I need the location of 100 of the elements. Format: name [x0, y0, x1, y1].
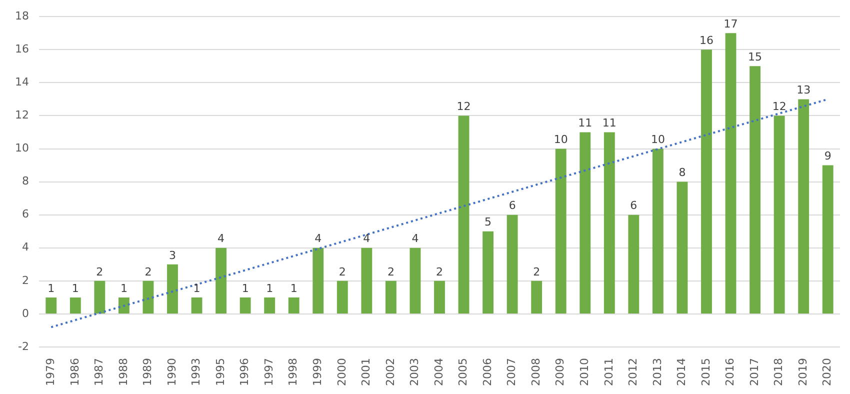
- x-tick-label: 2011: [602, 358, 616, 386]
- x-tick-label: 2014: [675, 358, 688, 386]
- bar: [701, 50, 712, 314]
- bar: [506, 214, 518, 314]
- x-tick-label: 2008: [529, 358, 542, 386]
- data-label: 4: [363, 232, 370, 246]
- data-label: 4: [218, 232, 225, 246]
- data-label: 5: [484, 216, 492, 229]
- bar: [604, 132, 615, 314]
- bar: [580, 132, 591, 314]
- x-tick-label: 1996: [238, 358, 252, 386]
- x-tick-label: 2009: [554, 358, 567, 386]
- data-label: 6: [630, 199, 638, 212]
- x-tick-label: 2017: [748, 358, 761, 386]
- x-tick-label: 1990: [165, 358, 178, 386]
- x-tick-label: 2000: [335, 358, 348, 386]
- data-label: 1: [266, 282, 274, 295]
- data-label: 17: [724, 17, 738, 30]
- bar: [264, 297, 276, 314]
- bar: [822, 165, 834, 314]
- bar: [118, 297, 130, 314]
- x-tick-label: 2002: [384, 358, 397, 386]
- data-label: 2: [436, 265, 443, 278]
- bar: [482, 231, 494, 314]
- bar: [628, 214, 640, 314]
- data-label: 11: [578, 116, 592, 130]
- bar: [191, 297, 202, 314]
- data-label: 15: [748, 50, 762, 64]
- data-label: 8: [678, 166, 686, 180]
- bar: [46, 297, 57, 314]
- x-tick-label: 1979: [44, 358, 57, 386]
- bar: [750, 66, 761, 314]
- data-label: 1: [193, 282, 200, 295]
- data-label: 2: [96, 265, 104, 278]
- x-tick-label: 1997: [262, 358, 276, 386]
- data-label: 12: [772, 100, 786, 114]
- data-label: 6: [508, 199, 516, 212]
- x-tick-label: 2003: [408, 358, 422, 386]
- bar: [361, 248, 372, 314]
- bar: [798, 99, 810, 314]
- x-tick-label: 2020: [820, 358, 834, 386]
- x-tick-label: 2004: [432, 358, 446, 386]
- bar: [70, 297, 81, 314]
- bar: [216, 248, 227, 314]
- data-label: 12: [456, 100, 471, 114]
- y-tick-label: 14: [14, 76, 29, 89]
- bar: [555, 148, 566, 314]
- x-tick-label: 2018: [772, 358, 786, 386]
- y-tick-label: -2: [18, 340, 29, 353]
- data-label: 2: [533, 265, 540, 278]
- x-tick-label: 1995: [214, 358, 227, 386]
- x-tick-label: 1987: [92, 358, 106, 386]
- x-tick-label: 2001: [360, 358, 373, 386]
- x-tick-label: 1998: [286, 358, 300, 386]
- x-tick-label: 2019: [796, 358, 810, 386]
- data-label: 1: [48, 282, 55, 295]
- bar: [240, 297, 251, 314]
- data-label: 1: [72, 282, 79, 295]
- data-label: 11: [602, 116, 616, 130]
- x-tick-label: 2007: [505, 358, 518, 386]
- data-label: 10: [650, 133, 665, 146]
- bar: [385, 280, 396, 314]
- data-label: 1: [120, 282, 128, 295]
- x-tick-label: 2010: [578, 358, 591, 386]
- data-label: 2: [387, 265, 394, 278]
- y-tick-label: 10: [14, 142, 29, 155]
- y-tick-label: 6: [22, 208, 29, 221]
- y-tick-label: 8: [22, 174, 29, 188]
- data-label: 4: [412, 232, 419, 246]
- x-tick-label: 1993: [190, 358, 203, 386]
- bar: [167, 264, 178, 314]
- bar: [458, 116, 470, 314]
- bar: [434, 280, 445, 314]
- data-label: 3: [169, 248, 176, 262]
- y-tick-label: 4: [22, 240, 29, 254]
- x-tick-label: 2012: [626, 358, 640, 386]
- bar: [410, 248, 421, 314]
- data-label: 10: [554, 133, 568, 146]
- x-tick-label: 2006: [480, 358, 494, 386]
- data-label: 13: [796, 84, 811, 97]
- bar: [531, 280, 542, 314]
- bar: [725, 33, 736, 314]
- y-tick-label: 18: [14, 9, 29, 22]
- x-tick-label: 2005: [456, 358, 470, 386]
- bar: [336, 280, 348, 314]
- bar: [142, 280, 154, 314]
- bar: [652, 148, 664, 314]
- x-tick-label: 2015: [699, 358, 712, 386]
- y-tick-label: 16: [14, 42, 29, 56]
- data-label: 2: [144, 265, 152, 278]
- x-tick-label: 1999: [310, 358, 324, 386]
- data-label: 2: [338, 265, 346, 278]
- data-label: 16: [700, 34, 714, 47]
- data-label: 9: [824, 150, 832, 163]
- y-tick-label: 0: [22, 306, 29, 320]
- bar: [312, 248, 324, 314]
- x-tick-label: 1986: [68, 358, 82, 386]
- bar: [774, 116, 785, 314]
- data-label: 1: [290, 282, 298, 295]
- x-tick-label: 2013: [650, 358, 664, 386]
